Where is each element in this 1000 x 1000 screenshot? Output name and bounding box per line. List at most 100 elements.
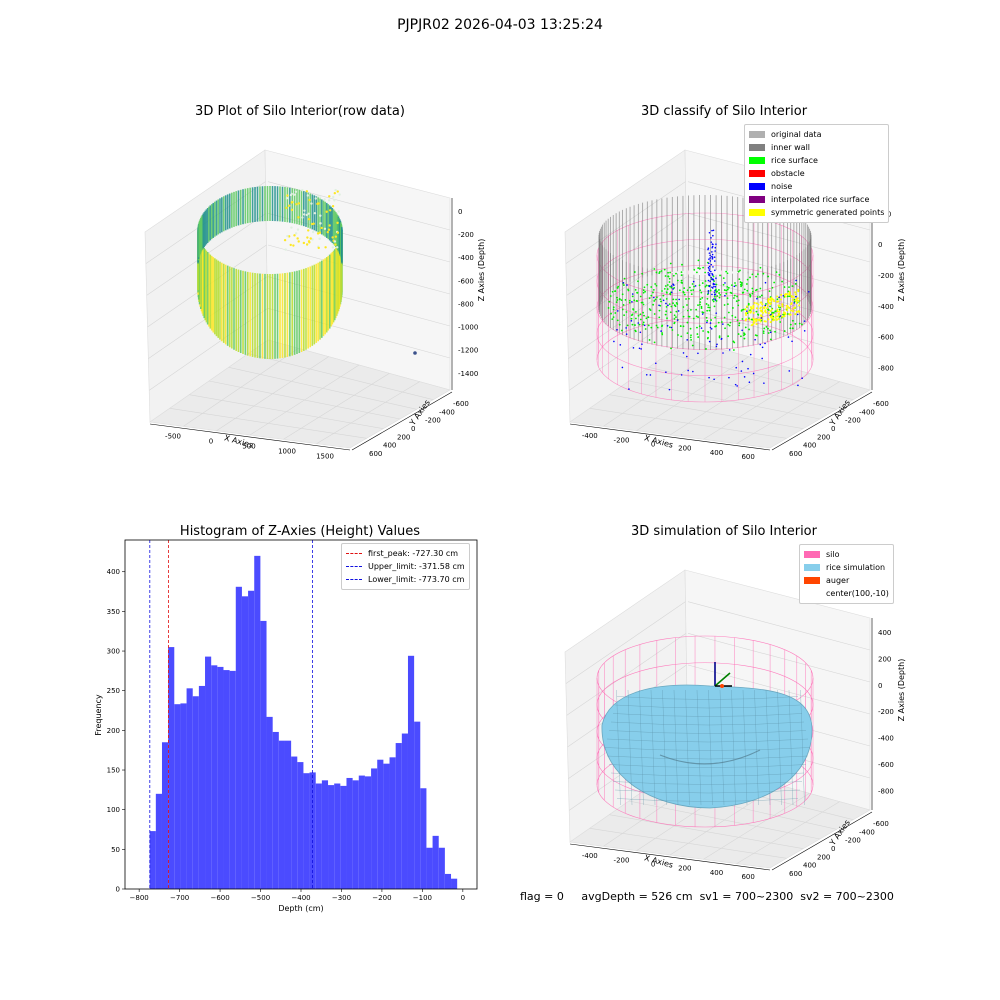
noise-point	[754, 338, 756, 341]
raw-point	[331, 205, 335, 208]
rice-surface-point	[760, 294, 763, 297]
symmetric-point	[792, 296, 795, 299]
rice-surface-point	[688, 297, 690, 300]
histogram-bar	[340, 785, 347, 889]
histogram-bar	[334, 783, 341, 889]
rice-surface-point	[669, 311, 672, 314]
rice-surface-point	[670, 305, 673, 308]
noise-point	[756, 297, 758, 300]
rice-surface-point	[798, 322, 801, 325]
legend-item: inner wall	[749, 141, 884, 154]
rice-surface-point	[682, 315, 685, 318]
rice-surface-point	[719, 294, 722, 296]
rice-surface-point	[639, 318, 642, 321]
rice-surface-point	[718, 296, 721, 299]
histogram-bar	[432, 835, 439, 889]
rice-surface-point	[680, 279, 683, 282]
symmetric-point	[792, 307, 795, 310]
x-tick-label: 1500	[316, 453, 334, 461]
legend-label: obstacle	[771, 169, 805, 178]
rice-surface-point	[610, 312, 612, 315]
rice-surface-point	[704, 271, 707, 274]
symmetric-point	[786, 305, 789, 308]
rice-surface-point	[739, 269, 741, 272]
legend-swatch	[749, 170, 765, 177]
symmetric-point	[777, 317, 780, 320]
symmetric-point	[752, 304, 755, 307]
symmetric-point	[761, 311, 764, 314]
rice-surface-point	[652, 303, 655, 306]
legend-line	[346, 553, 362, 554]
rice-surface-point	[652, 291, 654, 294]
raw-point	[305, 213, 309, 217]
noise-point	[711, 293, 713, 296]
symmetric-point	[794, 313, 797, 316]
histogram-bar	[161, 742, 169, 889]
symmetric-point	[755, 323, 758, 326]
rice-surface-point	[695, 271, 698, 274]
noise-point	[713, 260, 716, 262]
noise-point	[711, 253, 714, 256]
z-tick-label: -1200	[458, 347, 478, 355]
raw-point	[285, 206, 288, 210]
rice-surface-point	[642, 289, 645, 292]
y-tick-label: 300	[107, 648, 120, 656]
rice-surface-point	[665, 298, 668, 300]
rice-surface-point	[690, 334, 692, 337]
rice-surface-point	[748, 328, 751, 331]
rice-surface-point	[767, 332, 770, 334]
rice-surface-point	[634, 324, 636, 326]
symmetric-point	[780, 315, 783, 318]
legend-item: silo	[804, 548, 889, 561]
symmetric-point	[777, 314, 780, 317]
x-axis-label: X Axies	[643, 853, 674, 869]
histogram-bar	[407, 655, 415, 889]
legend-swatch	[749, 144, 765, 151]
raw-point	[294, 190, 298, 193]
legend-swatch	[749, 209, 765, 216]
raw-point	[316, 194, 320, 198]
symmetric-point	[788, 313, 791, 316]
rice-surface-point	[643, 286, 646, 289]
rice-surface-point	[708, 309, 711, 312]
x-tick-label: 200	[678, 445, 691, 453]
noise-point	[619, 344, 622, 346]
noise-point	[795, 279, 797, 282]
noise-point	[764, 342, 766, 345]
rice-surface-point	[673, 322, 676, 325]
raw-point	[319, 214, 322, 217]
z-tick-label: -800	[878, 788, 894, 796]
legend-swatch	[749, 131, 765, 138]
rice-surface-point	[680, 335, 683, 338]
rice-surface-point	[696, 326, 698, 329]
y-tick-label: 0	[831, 845, 835, 853]
rice-surface-point	[751, 292, 754, 295]
rice-surface-point	[688, 315, 691, 318]
rice-surface-point	[611, 290, 614, 293]
symmetric-point	[759, 320, 762, 323]
rice-surface-point	[680, 274, 683, 277]
y-tick-label: -600	[453, 400, 469, 408]
rice-surface-point	[737, 304, 740, 307]
noise-point	[741, 360, 744, 363]
rice-surface-point	[737, 270, 740, 273]
rice-surface-point	[713, 295, 716, 298]
raw-point	[313, 212, 317, 215]
rice-surface-point	[731, 314, 734, 317]
rice-surface-point	[718, 336, 721, 339]
x-tick-label: 400	[710, 869, 723, 877]
histogram-bar	[254, 555, 261, 889]
y-tick-label: 100	[107, 806, 120, 814]
noise-point	[685, 355, 688, 358]
histogram-bar	[217, 666, 224, 889]
raw-point	[336, 190, 339, 193]
noise-point	[712, 234, 714, 237]
rice-surface-point	[727, 311, 730, 314]
noise-point	[709, 270, 712, 273]
rice-surface-point	[668, 281, 671, 283]
plot2-legend: original data inner wall rice surface obsta…	[744, 124, 890, 223]
noise-point	[641, 343, 643, 345]
noise-point	[628, 388, 630, 390]
histogram-bar	[451, 878, 458, 889]
rice-surface-point	[664, 275, 667, 277]
